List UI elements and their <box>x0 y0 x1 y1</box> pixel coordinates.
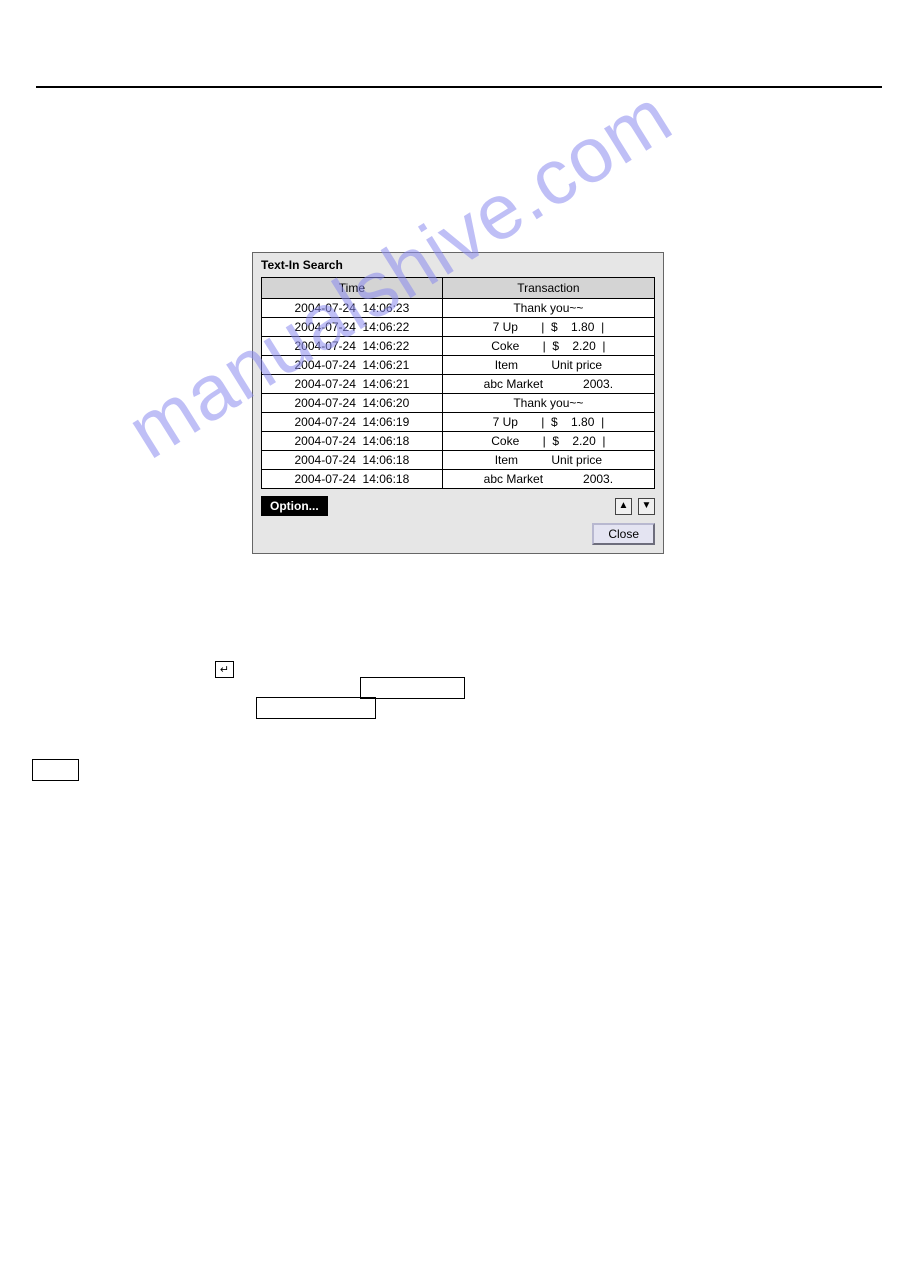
table-row[interactable]: 2004-07-24 14:06:18Item Unit price <box>262 451 655 470</box>
cell-tx: Coke | $ 2.20 | <box>442 432 654 451</box>
cell-time: 2004-07-24 14:06:19 <box>262 413 443 432</box>
cell-time: 2004-07-24 14:06:18 <box>262 470 443 489</box>
table-row[interactable]: 2004-07-24 14:06:20Thank you~~ <box>262 394 655 413</box>
cell-tx: Item Unit price <box>442 356 654 375</box>
close-button[interactable]: Close <box>592 523 655 545</box>
table-row[interactable]: 2004-07-24 14:06:21Item Unit price <box>262 356 655 375</box>
cell-tx: 7 Up | $ 1.80 | <box>442 318 654 337</box>
cell-time: 2004-07-24 14:06:18 <box>262 432 443 451</box>
option-row: Option... ▲ ▼ <box>253 495 663 517</box>
cell-tx: abc Market 2003. <box>442 470 654 489</box>
table-row[interactable]: 2004-07-24 14:06:197 Up | $ 1.80 | <box>262 413 655 432</box>
cell-tx: 7 Up | $ 1.80 | <box>442 413 654 432</box>
results-table: Time Transaction 2004-07-24 14:06:23Than… <box>261 277 655 489</box>
close-row: Close <box>253 517 663 553</box>
cell-time: 2004-07-24 14:06:21 <box>262 375 443 394</box>
cell-tx: Thank you~~ <box>442 299 654 318</box>
option-button[interactable]: Option... <box>261 496 328 516</box>
table-row[interactable]: 2004-07-24 14:06:23Thank you~~ <box>262 299 655 318</box>
cell-time: 2004-07-24 14:06:20 <box>262 394 443 413</box>
table-row[interactable]: 2004-07-24 14:06:18Coke | $ 2.20 | <box>262 432 655 451</box>
outline-box-c <box>32 759 79 781</box>
results-table-wrap: Time Transaction 2004-07-24 14:06:23Than… <box>253 277 663 495</box>
up-arrow-icon: ▲ <box>619 501 629 511</box>
cell-time: 2004-07-24 14:06:22 <box>262 337 443 356</box>
table-row[interactable]: 2004-07-24 14:06:18abc Market 2003. <box>262 470 655 489</box>
cell-tx: Thank you~~ <box>442 394 654 413</box>
outline-box-a <box>360 677 465 699</box>
dialog-title: Text-In Search <box>253 253 663 277</box>
cell-time: 2004-07-24 14:06:21 <box>262 356 443 375</box>
cell-time: 2004-07-24 14:06:22 <box>262 318 443 337</box>
scroll-up-button[interactable]: ▲ <box>615 498 632 515</box>
cell-time: 2004-07-24 14:06:18 <box>262 451 443 470</box>
cell-tx: Item Unit price <box>442 451 654 470</box>
page-rule <box>36 86 882 88</box>
enter-key-icon: ↵ <box>215 661 234 678</box>
enter-glyph-icon: ↵ <box>220 663 229 676</box>
down-arrow-icon: ▼ <box>642 501 652 511</box>
col-header-transaction: Transaction <box>442 278 654 299</box>
table-row[interactable]: 2004-07-24 14:06:227 Up | $ 1.80 | <box>262 318 655 337</box>
text-in-search-dialog: Text-In Search Time Transaction 2004-07-… <box>252 252 664 554</box>
table-row[interactable]: 2004-07-24 14:06:22Coke | $ 2.20 | <box>262 337 655 356</box>
scroll-down-button[interactable]: ▼ <box>638 498 655 515</box>
col-header-time: Time <box>262 278 443 299</box>
cell-tx: abc Market 2003. <box>442 375 654 394</box>
cell-time: 2004-07-24 14:06:23 <box>262 299 443 318</box>
cell-tx: Coke | $ 2.20 | <box>442 337 654 356</box>
table-row[interactable]: 2004-07-24 14:06:21abc Market 2003. <box>262 375 655 394</box>
outline-box-b <box>256 697 376 719</box>
